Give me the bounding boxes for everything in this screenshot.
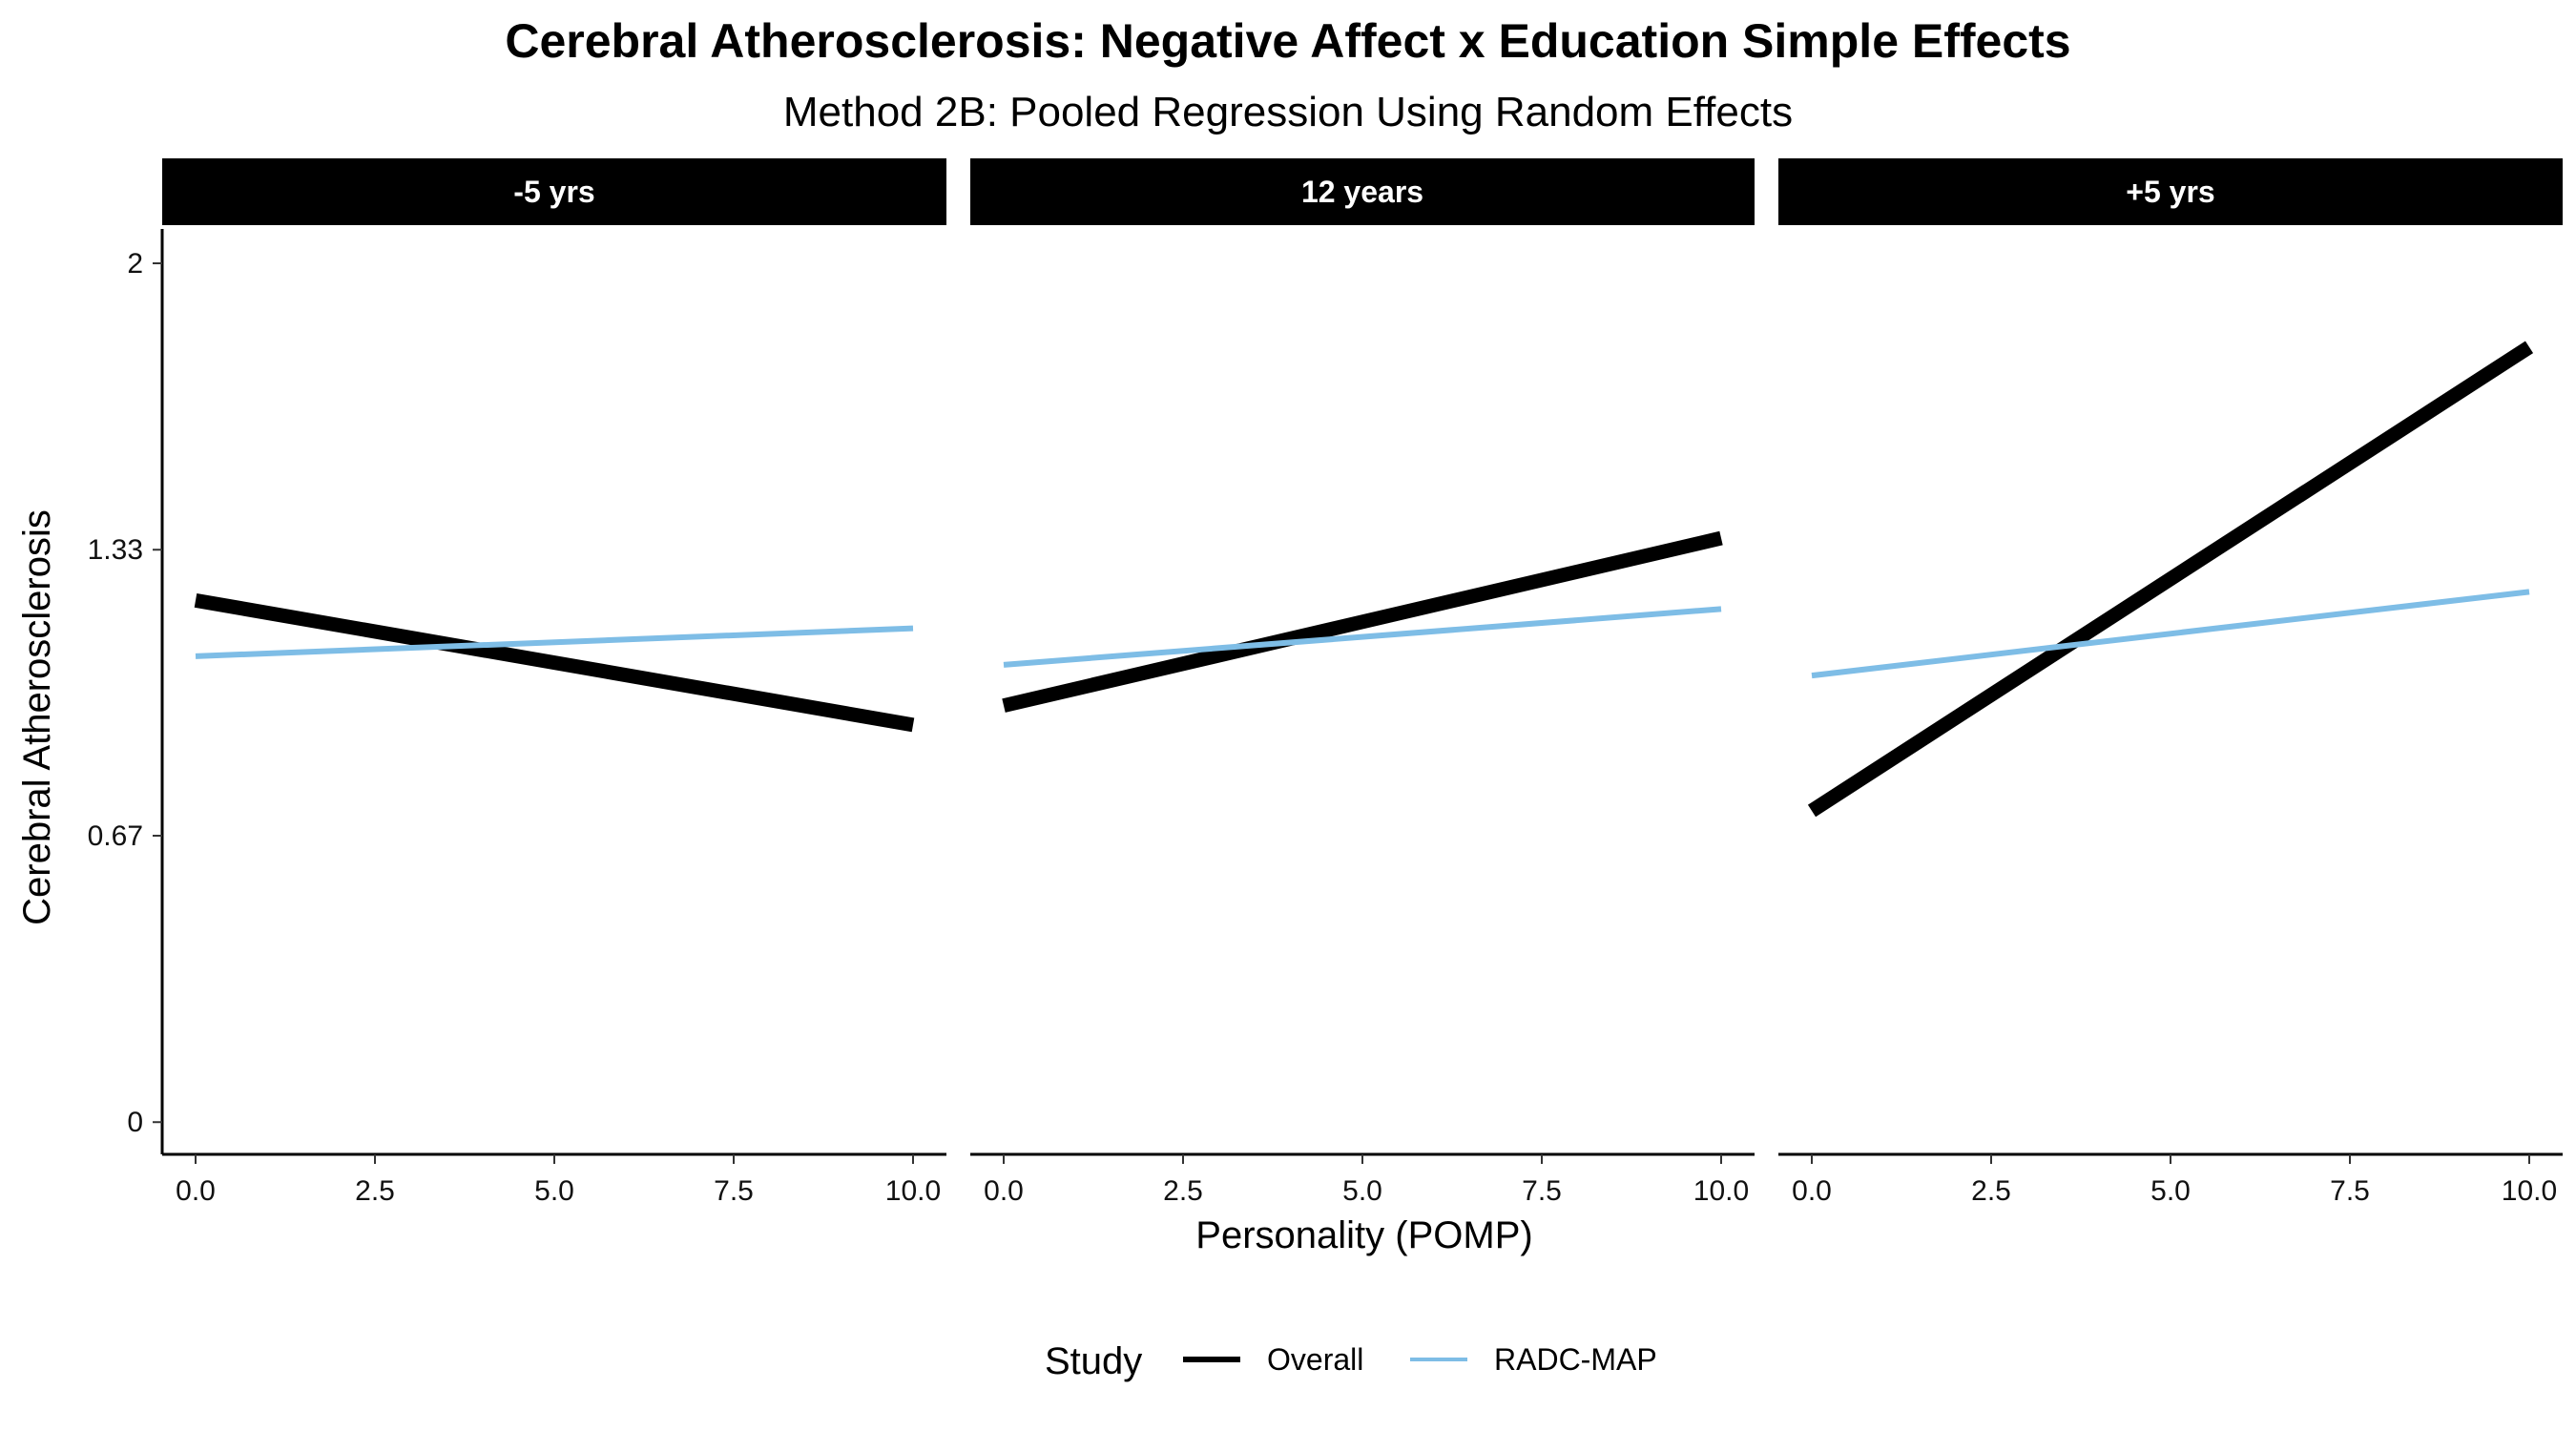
facet-strip	[1778, 158, 2563, 225]
legend-entry-radc-map: RADC-MAP	[1410, 1342, 1657, 1377]
x-tick-label: 7.5	[1522, 1175, 1562, 1207]
x-tick-label: 5.0	[1342, 1175, 1382, 1207]
x-axis-title: Personality (POMP)	[1195, 1214, 1532, 1256]
chart-subtitle: Method 2B: Pooled Regression Using Rando…	[783, 89, 1793, 135]
series-line-overall	[1002, 530, 1723, 713]
series-line-overall	[1807, 341, 2534, 818]
x-tick-label: 2.5	[355, 1175, 395, 1207]
legend-entry-overall: Overall	[1183, 1342, 1363, 1377]
x-tick-label: 0.0	[176, 1175, 216, 1207]
chart-title: Cerebral Atherosclerosis: Negative Affec…	[505, 14, 2070, 68]
facet-strip-label: -5 yrs	[513, 175, 594, 209]
series-line-radc-map	[195, 625, 914, 659]
y-tick-label: 0	[127, 1107, 143, 1138]
y-tick-label: 0.67	[88, 820, 143, 852]
legend-title: Study	[1045, 1340, 1142, 1382]
facet-panels: -5 yrs 0.0 2.5 5.0 7.5 10.0 0 0.67 1.33 2 12 years…	[88, 158, 2563, 1207]
x-tick-label: 0.0	[984, 1175, 1024, 1207]
y-tick-label: 1.33	[88, 534, 143, 566]
facet-panel-3: +5 yrs 0.0 2.5 5.0 7.5 10.0	[1778, 158, 2563, 1207]
y-axis-title: Cerebral Atherosclerosis	[16, 509, 58, 925]
series-line-overall	[194, 592, 915, 733]
legend-label-overall: Overall	[1267, 1342, 1363, 1377]
series-line-radc-map	[1811, 589, 2530, 679]
x-tick-label: 0.0	[1792, 1175, 1832, 1207]
facet-strip-label: 12 years	[1301, 175, 1423, 209]
x-tick-label: 2.5	[1163, 1175, 1203, 1207]
x-tick-label: 7.5	[714, 1175, 754, 1207]
x-tick-label: 5.0	[2150, 1175, 2191, 1207]
x-tick-label: 7.5	[2330, 1175, 2370, 1207]
facet-panel-2: 12 years 0.0 2.5 5.0 7.5 10.0	[970, 158, 1755, 1207]
x-tick-label: 10.0	[2502, 1175, 2557, 1207]
facet-strip	[970, 158, 1755, 225]
x-tick-label: 2.5	[1971, 1175, 2011, 1207]
facet-strip-label: +5 yrs	[2126, 175, 2214, 209]
x-tick-label: 10.0	[1693, 1175, 1749, 1207]
x-tick-label: 5.0	[534, 1175, 574, 1207]
y-tick-label: 2	[127, 248, 143, 280]
legend-label-radc-map: RADC-MAP	[1494, 1342, 1657, 1377]
series-line-radc-map	[1003, 606, 1722, 668]
x-tick-label: 10.0	[885, 1175, 941, 1207]
legend: Study Overall RADC-MAP	[1045, 1340, 1657, 1382]
facet-strip	[162, 158, 946, 225]
facet-panel-1: -5 yrs 0.0 2.5 5.0 7.5 10.0 0 0.67 1.33 2	[88, 158, 946, 1207]
